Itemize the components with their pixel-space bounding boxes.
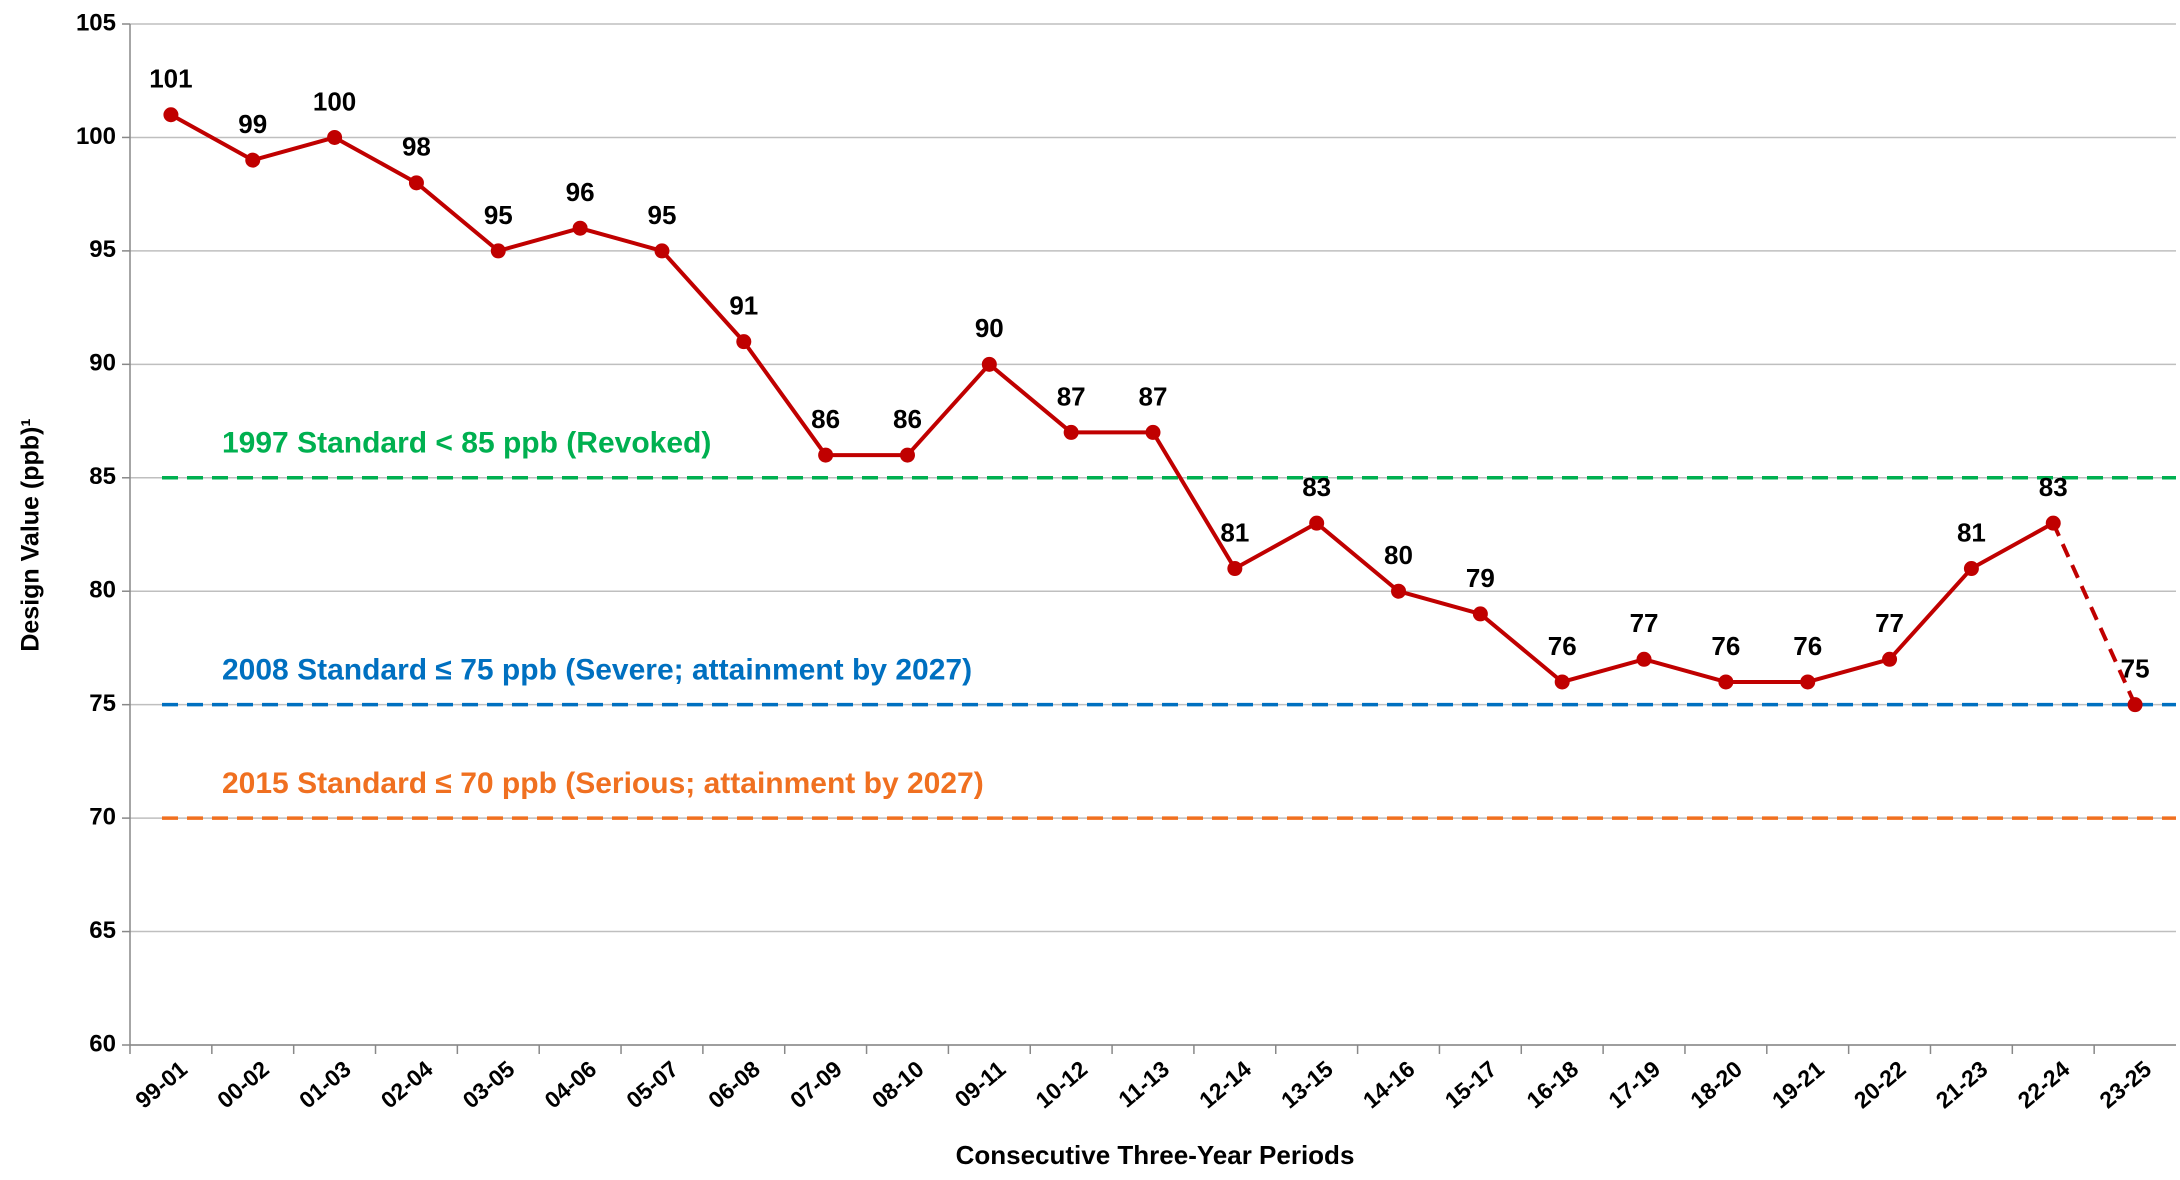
data-point	[1882, 651, 1898, 667]
data-label: 81	[1957, 517, 1986, 547]
y-axis-title: Design Value (ppb)¹	[17, 418, 45, 651]
data-label: 87	[1057, 381, 1086, 411]
data-point	[1145, 424, 1161, 440]
data-line-dashed	[2051, 522, 2137, 706]
y-tick-label: 70	[89, 803, 116, 830]
data-label: 91	[729, 291, 758, 321]
data-label: 96	[566, 177, 595, 207]
data-point	[163, 107, 179, 123]
data-point	[2045, 515, 2061, 531]
data-point	[2127, 697, 2143, 713]
data-point	[654, 243, 670, 259]
y-tick-label: 65	[89, 917, 116, 944]
data-point	[490, 243, 506, 259]
data-label: 86	[893, 404, 922, 434]
data-point	[1636, 651, 1652, 667]
reference-label: 2015 Standard ≤ 70 ppb (Serious; attainm…	[222, 767, 984, 800]
y-tick-label: 105	[76, 9, 116, 36]
data-label: 80	[1384, 540, 1413, 570]
data-point	[245, 152, 261, 168]
data-label: 83	[1302, 472, 1331, 502]
data-label: 76	[1711, 631, 1740, 661]
y-tick-label: 60	[89, 1030, 116, 1057]
data-label: 86	[811, 404, 840, 434]
x-axis-title: Consecutive Three-Year Periods	[956, 1140, 1355, 1170]
data-label: 77	[1630, 608, 1659, 638]
data-point	[1472, 606, 1488, 622]
data-label: 83	[2039, 472, 2068, 502]
data-label: 76	[1548, 631, 1577, 661]
y-tick-label: 80	[89, 577, 116, 604]
data-point	[899, 447, 915, 463]
data-label: 98	[402, 132, 431, 162]
data-label: 79	[1466, 563, 1495, 593]
data-label: 95	[647, 200, 676, 230]
data-point	[1227, 561, 1243, 577]
data-point	[1963, 561, 1979, 577]
y-tick-label: 100	[76, 123, 116, 150]
data-point	[572, 220, 588, 236]
data-point	[1309, 515, 1325, 531]
data-point	[1800, 674, 1816, 690]
data-point	[981, 356, 997, 372]
data-label: 95	[484, 200, 513, 230]
data-point	[818, 447, 834, 463]
data-point	[1391, 583, 1407, 599]
data-point	[1554, 674, 1570, 690]
data-label: 81	[1220, 517, 1249, 547]
data-point	[736, 334, 752, 350]
data-label: 75	[2121, 654, 2150, 684]
data-label: 99	[238, 109, 267, 139]
data-point	[1063, 424, 1079, 440]
y-tick-label: 85	[89, 463, 116, 490]
y-tick-label: 95	[89, 236, 116, 263]
data-label: 77	[1875, 608, 1904, 638]
data-point	[1718, 674, 1734, 690]
data-label: 101	[149, 64, 192, 94]
y-tick-label: 90	[89, 350, 116, 377]
data-line	[169, 113, 2055, 684]
data-label: 76	[1793, 631, 1822, 661]
data-point	[327, 129, 343, 145]
data-label: 87	[1139, 381, 1168, 411]
data-label: 100	[313, 86, 356, 116]
reference-label: 2008 Standard ≤ 75 ppb (Severe; attainme…	[222, 654, 972, 687]
reference-label: 1997 Standard < 85 ppb (Revoked)	[222, 427, 711, 460]
y-tick-label: 75	[89, 690, 116, 717]
data-label: 90	[975, 313, 1004, 343]
data-point	[408, 175, 424, 191]
